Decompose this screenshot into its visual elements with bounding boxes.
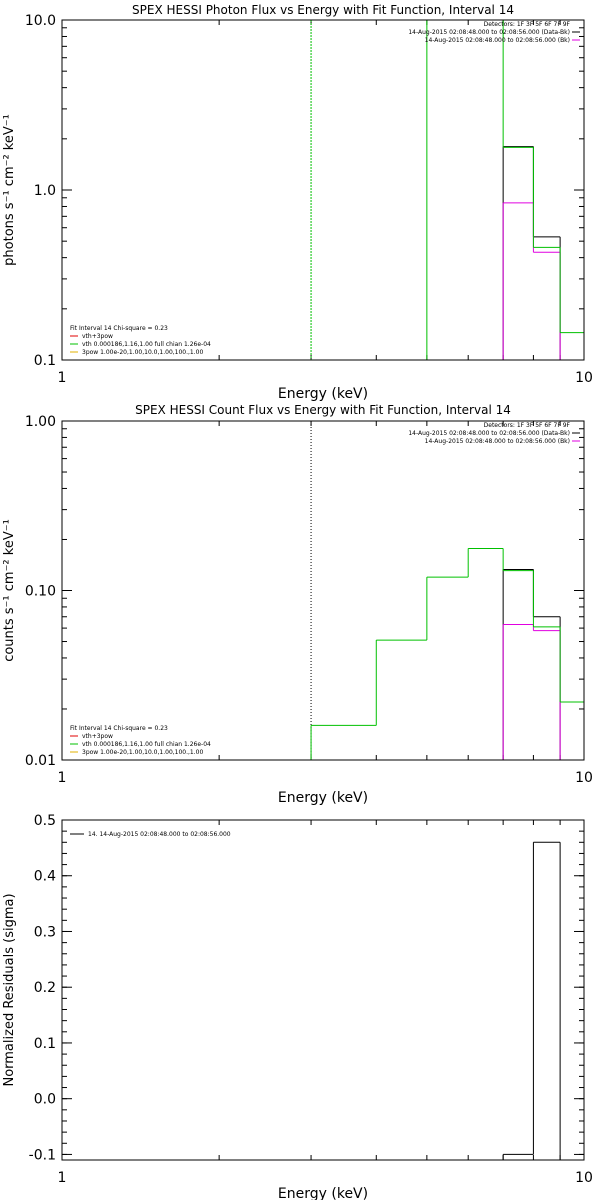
y-axis-label: Normalized Residuals (sigma) (2, 893, 17, 1086)
y-tick-label: 1.0 (34, 183, 56, 199)
legend-entry: vth 0.000186,1.16,1.00 full chian 1.26e-… (82, 741, 211, 748)
chart-title: SPEX HESSI Count Flux vs Energy with Fit… (135, 403, 511, 417)
x-tick-label: 1 (58, 770, 67, 786)
x-axis-label: Energy (keV) (278, 1186, 368, 1200)
y-tick-label: 0.4 (34, 869, 56, 885)
x-tick-label: 1 (58, 370, 67, 386)
x-axis-label: Energy (keV) (278, 386, 368, 402)
data-area (310, 547, 584, 760)
y-tick-label: 0.01 (25, 753, 56, 769)
chart-panel-2: SPEX HESSI Count Flux vs Energy with Fit… (2, 403, 593, 806)
legend-entry: vth 0.000186,1.16,1.00 full chian 1.26e-… (82, 341, 211, 348)
series-residuals (502, 841, 561, 1160)
y-tick-label: 0.10 (25, 584, 56, 600)
series-data-bk (502, 569, 561, 760)
legend-top: Detectors: 1F 3F 5F 6F 7F 9F14-Aug-2015 … (408, 21, 580, 44)
x-tick-label: 10 (575, 1170, 593, 1186)
legend-entry: vth+3pow (82, 733, 113, 740)
series-data-bk (502, 146, 561, 360)
y-tick-label: 0.1 (34, 1036, 56, 1052)
x-tick-label: 10 (575, 770, 593, 786)
legend-heading: Fit Interval 14 Chi-square = 0.23 (70, 325, 168, 332)
plot-frame (61, 19, 585, 361)
chart-panel-3: Energy (keV) Normalized Residuals (sigma)… (2, 813, 593, 1200)
y-tick-label: 0.0 (34, 1092, 56, 1108)
legend-bottom: Fit Interval 14 Chi-square = 0.23vth+3po… (70, 725, 211, 756)
y-tick-label: 0.2 (34, 980, 56, 996)
series-bk (502, 202, 561, 360)
y-tick-label: 10.0 (25, 13, 56, 29)
legend-entry: 14. 14-Aug-2015 02:08:48.000 to 02:08:56… (88, 831, 231, 838)
legend-entry: vth+3pow (82, 333, 113, 340)
legend-entry: 14-Aug-2015 02:08:48.000 to 02:08:56.000… (408, 430, 570, 437)
chart-title: SPEX HESSI Photon Flux vs Energy with Fi… (132, 3, 514, 17)
legend-heading: Fit Interval 14 Chi-square = 0.23 (70, 725, 168, 732)
legend-entry: 14-Aug-2015 02:08:48.000 to 02:08:56.000… (425, 37, 570, 44)
data-area (426, 20, 584, 360)
y-tick-label: 0.1 (34, 353, 56, 369)
series-bk (502, 624, 561, 760)
y-axis-label: counts s⁻¹ cm⁻² keV⁻¹ (2, 519, 17, 662)
y-axis-label: photons s⁻¹ cm⁻² keV⁻¹ (2, 114, 17, 266)
chart-panel-1: SPEX HESSI Photon Flux vs Energy with Fi… (2, 3, 593, 402)
legend-entry: 3pow 1.00e-20,1.00,10.0,1.00,100.,1.00 (82, 749, 203, 756)
legend-bottom: Fit Interval 14 Chi-square = 0.23vth+3po… (70, 325, 211, 356)
plot-frame (61, 819, 585, 1161)
series-vth (426, 20, 584, 360)
x-axis-label: Energy (keV) (278, 790, 368, 806)
legend-entry: 3pow 1.00e-20,1.00,10.0,1.00,100.,1.00 (82, 349, 203, 356)
x-tick-label: 1 (58, 1170, 67, 1186)
series-vth (310, 547, 584, 760)
y-tick-label: 1.00 (25, 414, 56, 430)
x-tick-label: 10 (575, 370, 593, 386)
legend-top: Detectors: 1F 3F 5F 6F 7F 9F14-Aug-2015 … (408, 422, 580, 445)
y-tick-label: 0.3 (34, 924, 56, 940)
legend-top: 14. 14-Aug-2015 02:08:48.000 to 02:08:56… (70, 831, 231, 838)
data-area (502, 841, 561, 1160)
legend-entry: 14-Aug-2015 02:08:48.000 to 02:08:56.000… (425, 438, 570, 445)
legend-entry: Detectors: 1F 3F 5F 6F 7F 9F (484, 422, 571, 429)
plot-frame (61, 420, 585, 761)
y-tick-label: -0.1 (29, 1147, 56, 1163)
legend-entry: 14-Aug-2015 02:08:48.000 to 02:08:56.000… (408, 29, 570, 36)
legend-entry: Detectors: 1F 3F 5F 6F 7F 9F (484, 21, 571, 28)
y-tick-label: 0.5 (34, 813, 56, 829)
